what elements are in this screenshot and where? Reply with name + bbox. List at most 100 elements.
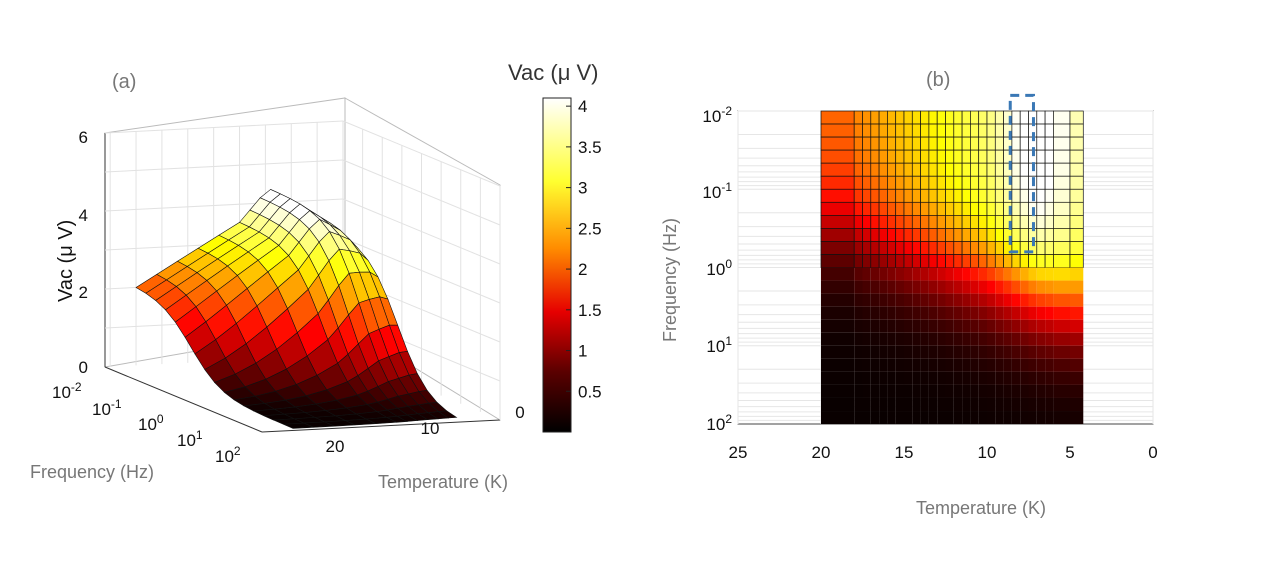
heatmap-cell [978,358,987,372]
heatmap-cell [887,267,896,281]
heatmap-cell [878,136,888,151]
heatmap-cell [1044,162,1054,177]
heatmap-cell [1011,332,1021,346]
heatmap-cell [1044,175,1054,190]
panel-b-y-tick-labels: 10-2 10-1 100 101 102 [702,104,732,434]
heatmap-cell [878,241,888,255]
heatmap-cell [1036,149,1046,164]
heatmap-cell [994,241,1004,255]
x-tick: 15 [895,443,914,462]
heatmap-cell [920,188,930,203]
heatmap-cell [945,293,954,307]
heatmap-cell [953,241,963,255]
heatmap-cell [895,397,904,412]
heatmap-cell [962,371,971,385]
heatmap-cell [937,306,946,320]
heatmap-cell [1044,149,1054,164]
heatmap-cell [995,411,1004,424]
heatmap-cell [887,293,896,307]
heatmap-cell [962,397,971,412]
heatmap-cell [887,332,896,346]
heatmap-cell [995,371,1004,385]
heatmap-cell [1019,175,1029,190]
heatmap-cell [1036,215,1046,229]
heatmap-cell [961,188,971,203]
heatmap-cell [920,123,930,138]
heatmap-cell [912,397,921,412]
heatmap-cell [987,319,996,333]
heatmap-cell [887,241,897,255]
heatmap-cell [970,228,980,242]
heatmap-cell [879,306,888,320]
heatmap-cell [879,397,888,412]
heatmap-cell [903,241,913,255]
heatmap-cell [853,201,863,216]
heatmap-cell [862,397,871,412]
heatmap-cell [1020,358,1029,372]
heatmap-cell [1028,306,1037,320]
heatmap-cell [937,371,946,385]
heatmap-cell [970,293,979,307]
heatmap-cell [953,175,963,190]
heatmap-cell [987,371,996,385]
heatmap-cell [962,332,971,346]
heatmap-cell [978,332,987,346]
heatmap-cell [1011,397,1021,412]
heatmap-cell [887,149,897,164]
heatmap-cell [945,254,955,268]
heatmap-cell [870,254,880,268]
heatmap-cell [870,371,880,385]
heatmap-cell [1044,241,1054,255]
heatmap-cell [962,267,971,281]
heatmap-cell [1011,280,1021,294]
heatmap-cell [945,411,954,424]
heatmap-cell [820,149,855,164]
heatmap-cell [870,175,880,190]
heatmap-cell [1044,254,1054,268]
heatmap-cell [937,397,946,412]
heatmap-cell [970,201,980,216]
heatmap-cell [978,215,988,229]
heatmap-cell [945,188,955,203]
heatmap-cell [928,332,938,346]
heatmap-cell [1020,293,1029,307]
heatmap-cell [1036,306,1046,320]
heatmap-cell [928,397,938,412]
heatmap-cell [1036,175,1046,190]
heatmap-cell [995,397,1004,412]
heatmap-cell [970,149,980,164]
heatmap-cell [962,345,971,359]
heatmap-cell [995,319,1004,333]
heatmap-cell [1045,319,1054,333]
heatmap-cell [978,306,987,320]
heatmap-cell [887,371,896,385]
heatmap-cell [862,110,872,125]
heatmap-cell [995,293,1004,307]
heatmap-cell [987,384,996,398]
heatmap-cell [987,293,996,307]
z-tick: 6 [79,128,88,147]
heatmap-cell [953,371,963,385]
heatmap-cell [994,228,1004,242]
heatmap-cell [1003,254,1013,268]
heatmap-cell [1053,149,1071,164]
heatmap-cell [937,358,946,372]
heatmap-cell [1011,254,1021,268]
heatmap-cell [821,280,855,294]
heatmap-cell [895,228,905,242]
heatmap-cell [878,188,888,203]
heatmap-cell [928,215,938,229]
heatmap-cell [961,241,971,255]
heatmap-cell [995,267,1004,281]
heatmap-cell [895,411,904,424]
heatmap-cell [895,215,905,229]
heatmap-cell [995,332,1004,346]
heatmap-cell [1003,293,1012,307]
heatmap-cell [1011,136,1021,151]
heatmap-cell [1011,162,1021,177]
heatmap-cell [820,215,855,229]
colorbar-tick-label: 2 [578,260,587,279]
heatmap-cell [1036,123,1046,138]
heatmap-cell [953,384,963,398]
heatmap-cell [903,188,913,203]
